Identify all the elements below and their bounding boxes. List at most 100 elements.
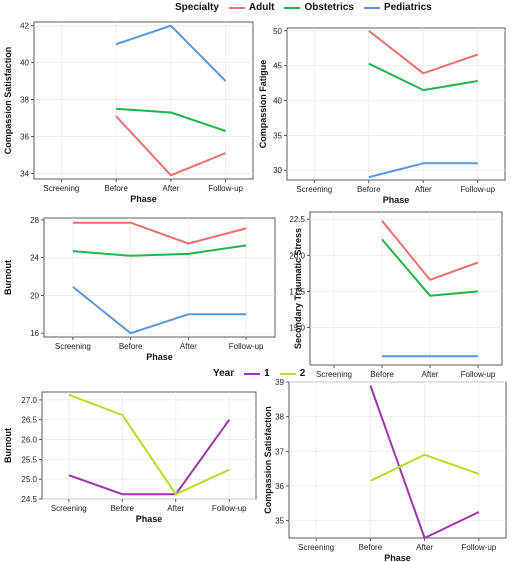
y-tick-label: 25.5 [21,455,37,464]
x-tick-label: Follow-up [208,184,243,193]
legend-swatch-pediatrics [363,6,380,9]
y-tick-label: 24.5 [21,495,37,504]
y-tick-label: 25.0 [21,475,37,484]
specialty-legend: Specialty Adult Obstetrics Pediatrics [175,2,442,13]
x-tick-label: Before [357,185,381,194]
legend-label-obstetrics: Obstetrics [304,2,354,13]
x-tick-label: After [162,184,179,193]
y-tick-label: 28 [30,216,39,225]
chart-panel-5: 24.5 25.0 25.5 26.0 26.5 27.0 Screening Before A… [3,391,257,524]
series-line [369,385,480,539]
y-tick-label: 42 [20,22,29,31]
legend-label-pediatrics: Pediatrics [383,2,432,13]
y-axis-label: Burnout [3,428,13,463]
x-tick-label: Before [104,184,128,193]
series-line [72,244,247,257]
series-line [368,62,478,92]
y-tick-label: 16 [30,329,39,338]
x-tick-label: Follow-up [462,543,497,552]
y-tick-label: 38 [20,96,29,105]
chart-panel-1: 34 36 38 40 42 Screening Before After Follow-up P… [3,21,254,204]
series-line [381,238,479,297]
y-axis-label: Compassion Satisfaction [3,47,13,155]
x-tick-label: After [416,543,433,552]
series-line [115,24,227,82]
x-tick-label: Follow-up [460,185,495,194]
y-tick-label: 22.5 [289,215,305,224]
y-tick-label: 36 [20,133,29,142]
x-tick-label: Before [110,504,134,513]
y-tick-label: 20 [30,291,39,300]
x-tick-label: Follow-up [212,504,247,513]
y-tick-label: 27.0 [21,396,37,405]
series-line [72,286,247,335]
y-tick-label: 20.0 [289,251,305,260]
x-tick-label: Screening [51,504,87,513]
legend-swatch-obstetrics [284,6,301,9]
legend-swatch-adult [228,6,245,9]
y-tick-label: 39 [275,378,284,387]
x-tick-label: Follow-up [229,342,264,351]
legend-label-year-1: 1 [264,368,270,379]
plot-area [43,217,276,338]
series-line [68,393,230,496]
series-line [381,220,479,281]
series-line [369,453,480,482]
legend-entry-adult: Adult [228,2,274,13]
x-axis-label: Phase [146,352,173,362]
x-tick-label: Screening [316,370,352,379]
y-tick-label: 38 [275,413,284,422]
legend-entry-obstetrics: Obstetrics [284,2,354,13]
y-tick-label: 35 [273,131,282,140]
y-tick-label: 26.0 [21,436,37,445]
y-tick-label: 34 [20,169,29,178]
x-tick-label: Before [370,370,394,379]
x-tick-label: After [180,342,197,351]
x-tick-label: Screening [55,342,91,351]
y-tick-label: 40 [20,59,29,68]
x-axis-label: Phase [383,195,410,205]
x-tick-label: After [415,185,432,194]
y-tick-label: 40 [273,97,282,106]
series-line [115,115,226,177]
x-axis-label: Phase [384,553,411,562]
x-tick-label: Before [119,342,143,351]
chart-panel-6: 35 36 37 38 39 Screening Before After Follow-up P… [263,378,507,562]
y-axis-label: Compassion Fatigue [258,60,268,149]
y-tick-label: 17.5 [289,287,305,296]
chart-panel-3: 16 20 24 28 Screening Before After Follow-up Pha… [3,216,276,362]
chart-panel-2: 30 35 40 45 50 Screening Before After Follow-up P… [258,27,506,205]
plot-area [41,391,257,500]
y-axis-label: Burnout [3,260,13,295]
y-tick-label: 50 [273,27,282,36]
y-axis-label: Secondary Traumatic Stress [293,228,303,349]
legend-title: Specialty [175,2,219,13]
plot-area [309,211,503,366]
series-line [72,221,247,245]
y-tick-label: 24 [30,254,39,263]
y-tick-label: 37 [275,447,284,456]
legend-label-year-2: 2 [299,368,306,379]
legend-entry-pediatrics: Pediatrics [363,2,432,13]
x-tick-label: Follow-up [461,370,496,379]
legend-swatch-year-1 [244,372,261,375]
x-tick-label: Screening [43,184,79,193]
y-tick-label: 36 [275,482,284,491]
series-line [116,107,226,132]
year-legend: Year 1 2 [213,368,315,379]
series-line [368,162,478,179]
y-tick-label: 35 [275,517,284,526]
x-axis-label: Phase [136,514,163,524]
legend-title: Year [213,368,235,379]
legend-entry-year-1: 1 [244,368,270,379]
x-tick-label: Screening [298,543,334,552]
plot-area [33,21,254,180]
legend-swatch-year-2 [279,372,296,375]
plot-area [286,27,506,181]
x-tick-label: Screening [296,185,332,194]
y-tick-label: 26.5 [21,416,37,425]
y-tick-label: 15.0 [289,323,305,332]
y-tick-label: 45 [273,62,282,71]
series-line [368,30,479,75]
legend-entry-year-2: 2 [279,368,306,379]
